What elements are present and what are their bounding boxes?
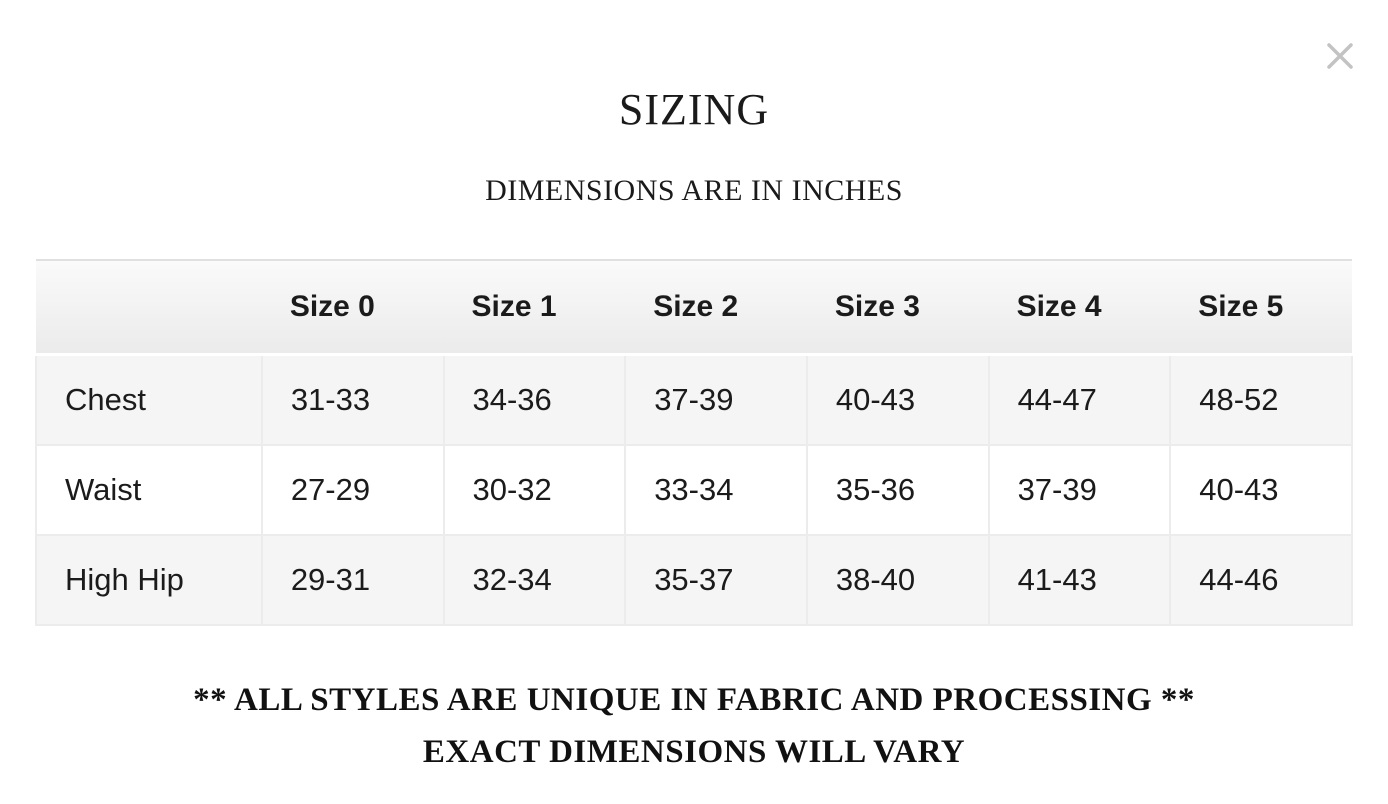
table-cell: 44-46 [1169,534,1353,626]
footer-line-1: ** ALL STYLES ARE UNIQUE IN FABRIC AND P… [193,682,1195,718]
table-cell: 34-36 [442,354,627,446]
column-header-size-0: Size 0 [261,259,444,356]
table-cell: 33-34 [624,444,808,536]
header-row: Size 0 Size 1 Size 2 Size 3 Size 4 Size … [36,259,1352,356]
table-cell: 31-33 [260,354,445,446]
table-cell: 48-52 [1169,354,1353,446]
table-cell: 35-36 [805,444,990,536]
table-row-chest: Chest 31-33 34-36 37-39 40-43 44-47 48-5… [35,354,1353,446]
sizing-table-container: Size 0 Size 1 Size 2 Size 3 Size 4 Size … [35,259,1353,626]
column-header-size-5: Size 5 [1170,259,1352,356]
table-cell: 27-29 [260,444,445,536]
footer-line-2: EXACT DIMENSIONS WILL VARY [422,734,966,770]
table-cell: 37-39 [987,444,1172,536]
table-cell: 32-34 [442,534,627,626]
footer-note: ** ALL STYLES ARE UNIQUE IN FABRIC AND P… [0,674,1388,778]
table-row-waist: Waist 27-29 30-32 33-34 35-36 37-39 40-4… [35,444,1353,536]
page-title: SIZING [618,85,770,134]
row-label: Waist [35,444,263,536]
table-cell: 41-43 [987,534,1172,626]
table-cell: 38-40 [805,534,990,626]
column-header-size-3: Size 3 [806,259,989,356]
row-label: Chest [35,354,263,446]
table-row-high-hip: High Hip 29-31 32-34 35-37 38-40 41-43 4… [35,534,1353,626]
close-button[interactable] [1322,38,1358,74]
column-header-size-1: Size 1 [443,259,626,356]
row-label: High Hip [35,534,263,626]
sizing-table: Size 0 Size 1 Size 2 Size 3 Size 4 Size … [35,259,1353,626]
column-header-size-2: Size 2 [625,259,807,356]
table-cell: 40-43 [805,354,990,446]
table-cell: 37-39 [624,354,808,446]
table-cell: 30-32 [442,444,627,536]
table-cell: 35-37 [624,534,808,626]
table-cell: 44-47 [987,354,1172,446]
column-header-size-4: Size 4 [988,259,1171,356]
table-cell: 40-43 [1169,444,1353,536]
subtitle: DIMENSIONS ARE IN INCHES [485,174,903,207]
column-header-blank [36,259,262,356]
table-cell: 29-31 [260,534,445,626]
close-icon [1327,43,1353,69]
